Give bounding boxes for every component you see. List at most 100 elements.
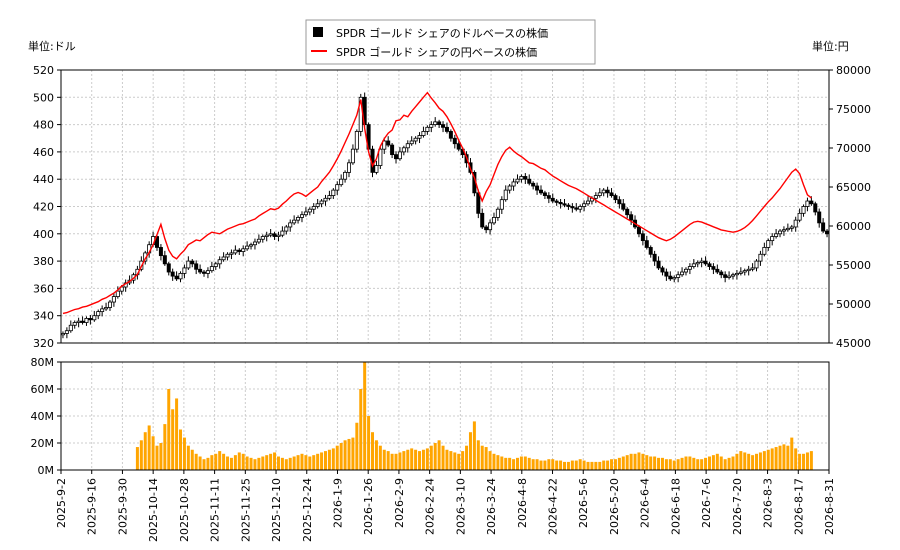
volume-bar xyxy=(461,451,465,470)
candle-body xyxy=(574,207,579,210)
x-tick-label: 2026-3-24 xyxy=(485,478,498,535)
candle-body xyxy=(256,238,261,243)
candle-body xyxy=(441,124,446,128)
volume-bar xyxy=(284,459,288,470)
candle-body xyxy=(558,202,563,205)
volume-bar xyxy=(190,449,194,470)
left-tick-label: 340 xyxy=(33,310,54,323)
candle-body xyxy=(742,270,747,273)
volume-bar xyxy=(727,457,731,470)
candle-body xyxy=(96,311,101,317)
right-tick-label: 65000 xyxy=(836,181,871,194)
candle-body xyxy=(813,203,818,213)
volume-bar xyxy=(402,451,406,470)
volume-bar xyxy=(143,432,147,470)
candle-body xyxy=(683,268,688,273)
volume-bar xyxy=(523,456,527,470)
volume-bar xyxy=(304,455,308,470)
candle-body xyxy=(421,131,426,136)
volume-bar xyxy=(320,452,324,470)
volume-bar xyxy=(755,453,759,470)
candle-body xyxy=(758,253,763,262)
volume-bar xyxy=(468,432,472,470)
candle-body xyxy=(413,137,418,142)
candle-body xyxy=(233,249,238,254)
left-tick-label: 360 xyxy=(33,282,54,295)
candle-body xyxy=(84,318,89,323)
volume-bar xyxy=(323,451,327,470)
left-tick-label: 420 xyxy=(33,201,54,214)
candle-body xyxy=(703,260,708,265)
volume-bar xyxy=(171,409,175,470)
candle-body xyxy=(343,171,348,180)
volume-bar xyxy=(214,453,218,470)
volume-bar xyxy=(739,451,743,470)
volume-bar xyxy=(688,456,692,470)
candle-body xyxy=(821,222,826,232)
volume-bar xyxy=(668,459,672,470)
x-tick-label: 2026-5-6 xyxy=(577,478,590,528)
volume-bar xyxy=(770,448,774,470)
volume-bar xyxy=(472,421,476,470)
volume-bar xyxy=(351,437,355,470)
volume-bar xyxy=(410,448,414,470)
volume-bar xyxy=(292,456,296,470)
legend-label-yen: SPDR ゴールド シェアの円ベースの株価 xyxy=(336,45,537,59)
volume-bar xyxy=(218,451,222,470)
x-tick-label: 2025-10-14 xyxy=(147,478,160,542)
volume-bar xyxy=(249,457,253,470)
candle-body xyxy=(88,318,93,321)
volume-tick-label: 80M xyxy=(31,356,55,369)
volume-bar xyxy=(343,440,347,470)
volume-bar xyxy=(206,457,210,470)
volume-bar xyxy=(696,459,700,470)
volume-bar xyxy=(645,455,649,470)
volume-bar xyxy=(186,445,190,470)
x-tick-label: 2026-4-22 xyxy=(547,478,560,535)
volume-bar xyxy=(484,447,488,470)
volume-bar xyxy=(805,452,809,470)
candle-body xyxy=(394,154,399,160)
volume-bar xyxy=(519,456,523,470)
candle-body xyxy=(711,266,716,270)
candle-body xyxy=(245,245,250,250)
candle-body xyxy=(503,189,508,201)
right-tick-label: 50000 xyxy=(836,298,871,311)
volume-bar xyxy=(316,453,320,470)
volume-tick-label: 40M xyxy=(31,410,55,423)
candle-body xyxy=(448,131,453,139)
candle-body xyxy=(311,206,316,210)
volume-bar xyxy=(535,459,539,470)
candle-body xyxy=(213,263,218,267)
x-tick-label: 2026-2-24 xyxy=(424,478,437,535)
candle-body xyxy=(781,229,786,232)
x-tick-label: 2025-12-24 xyxy=(301,478,314,542)
volume-bar xyxy=(194,453,198,470)
candle-body xyxy=(397,151,402,160)
candle-body xyxy=(260,236,265,240)
candle-body xyxy=(437,121,442,126)
candle-body xyxy=(566,204,571,207)
candle-body xyxy=(691,263,696,267)
left-tick-label: 440 xyxy=(33,173,54,186)
volume-bar xyxy=(312,455,316,470)
volume-bar xyxy=(762,451,766,470)
candle-body xyxy=(331,189,336,196)
volume-bar xyxy=(269,453,273,470)
candle-body xyxy=(382,140,387,150)
volume-bar xyxy=(586,461,590,470)
volume-bar xyxy=(657,457,661,470)
volume-bar xyxy=(774,447,778,470)
candle-body xyxy=(715,268,720,273)
candle-body xyxy=(597,192,602,196)
candle-body xyxy=(613,195,618,201)
volume-bar xyxy=(653,456,657,470)
candle-body xyxy=(656,260,661,269)
left-unit-label: 単位:ドル xyxy=(28,39,76,53)
volume-axis-ticks: 0M 20M 40M 60M 80M xyxy=(31,356,61,477)
volume-tick-label: 0M xyxy=(38,464,55,477)
candle-body xyxy=(433,121,438,126)
x-tick-label: 2026-4-8 xyxy=(516,478,529,528)
volume-bar xyxy=(563,461,567,470)
x-tick-label: 2026-8-3 xyxy=(762,478,775,528)
